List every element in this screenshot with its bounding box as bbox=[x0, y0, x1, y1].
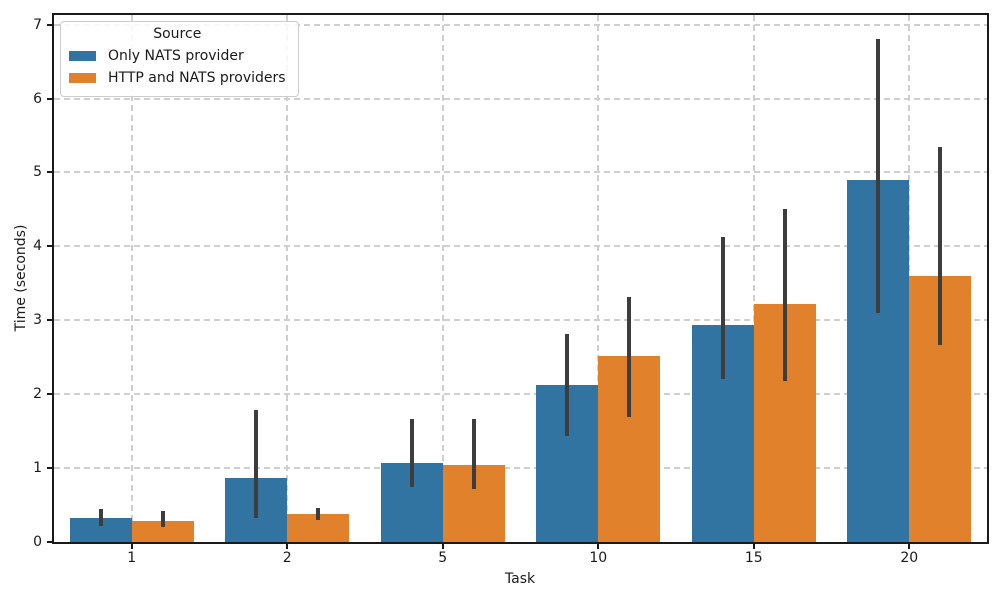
gridline-h bbox=[54, 245, 987, 248]
y-tick-label: 4 bbox=[33, 238, 42, 255]
legend-item: Only NATS provider bbox=[69, 45, 286, 67]
y-tick-label: 2 bbox=[33, 386, 42, 403]
error-bar bbox=[627, 297, 632, 418]
gridline-h bbox=[54, 97, 987, 100]
gridline-v bbox=[597, 15, 600, 542]
x-tick-label: 20 bbox=[900, 550, 919, 566]
y-tick-mark bbox=[47, 393, 52, 396]
legend-swatch-icon bbox=[69, 51, 96, 61]
y-tick-label: 3 bbox=[33, 312, 42, 329]
error-bar bbox=[565, 334, 570, 437]
error-bar bbox=[98, 509, 103, 526]
y-tick-mark bbox=[47, 319, 52, 322]
error-bar bbox=[876, 39, 881, 313]
x-tick-mark bbox=[752, 544, 755, 549]
error-bar bbox=[720, 236, 725, 379]
legend-item-label: HTTP and NATS providers bbox=[108, 70, 286, 86]
error-bar bbox=[160, 510, 165, 528]
gridline-h bbox=[54, 393, 987, 396]
x-tick-label: 5 bbox=[438, 550, 448, 566]
x-tick-mark bbox=[130, 544, 133, 549]
error-bar bbox=[782, 209, 787, 381]
legend-item-label: Only NATS provider bbox=[108, 48, 244, 64]
x-tick-mark bbox=[441, 544, 444, 549]
gridline-h bbox=[54, 23, 987, 26]
y-tick-mark bbox=[47, 171, 52, 174]
y-tick-label: 1 bbox=[33, 460, 42, 477]
gridline-v bbox=[130, 15, 133, 542]
x-tick-label: 2 bbox=[282, 550, 292, 566]
y-tick-mark bbox=[47, 97, 52, 100]
x-tick-mark bbox=[286, 544, 289, 549]
legend-swatch-icon bbox=[69, 73, 96, 83]
y-tick-mark bbox=[47, 245, 52, 248]
legend: Source Only NATS provider HTTP and NATS … bbox=[60, 21, 299, 97]
error-bar bbox=[471, 419, 476, 489]
y-tick-label: 5 bbox=[33, 164, 42, 181]
gridline-h bbox=[54, 319, 987, 322]
plot-area bbox=[52, 13, 989, 544]
gridline-v bbox=[441, 15, 444, 542]
y-tick-label: 0 bbox=[33, 534, 42, 550]
y-tick-mark bbox=[47, 23, 52, 26]
gridline-h bbox=[54, 467, 987, 470]
y-tick-mark bbox=[47, 467, 52, 470]
x-tick-mark bbox=[908, 544, 911, 549]
gridline-v bbox=[752, 15, 755, 542]
x-tick-mark bbox=[597, 544, 600, 549]
bar bbox=[131, 520, 194, 542]
x-tick-label: 15 bbox=[744, 550, 763, 566]
x-tick-label: 1 bbox=[127, 550, 137, 566]
error-bar bbox=[254, 409, 259, 519]
plot-inner bbox=[54, 15, 987, 542]
y-tick-mark bbox=[47, 541, 52, 543]
legend-title: Source bbox=[153, 26, 202, 42]
y-tick-label: 6 bbox=[33, 90, 42, 107]
legend-item: HTTP and NATS providers bbox=[69, 67, 286, 89]
y-tick-label: 7 bbox=[33, 16, 42, 33]
error-bar bbox=[316, 508, 321, 520]
gridline-v bbox=[286, 15, 289, 542]
x-tick-label: 10 bbox=[589, 550, 608, 566]
x-axis-title: Task bbox=[504, 571, 536, 587]
gridline-h bbox=[54, 171, 987, 174]
error-bar bbox=[409, 419, 414, 487]
error-bar bbox=[938, 147, 943, 345]
